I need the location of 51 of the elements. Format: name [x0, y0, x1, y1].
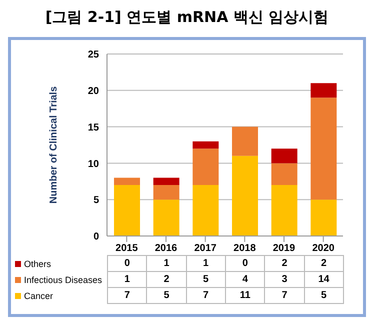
bar — [153, 200, 180, 236]
data-label: 0 — [108, 256, 147, 272]
x-tick-label: 2017 — [194, 243, 217, 254]
y-tick-label: 10 — [88, 158, 100, 170]
y-tick-label: 25 — [88, 50, 100, 61]
y-axis-title: Number of Clinical Trials — [48, 86, 60, 204]
bar — [232, 126, 258, 156]
x-tick-label: 2020 — [312, 243, 335, 254]
x-tick-label: 2016 — [154, 243, 178, 254]
bar — [192, 185, 219, 236]
x-tick-label: 2018 — [234, 243, 256, 254]
data-label: 0 — [225, 256, 265, 272]
y-tick-label: 0 — [93, 232, 100, 243]
data-label: 11 — [225, 288, 265, 304]
data-label: 1 — [108, 272, 147, 288]
y-tick-label: 5 — [93, 195, 100, 206]
bar — [271, 163, 298, 186]
data-label: 2 — [146, 272, 186, 288]
bar — [153, 178, 180, 186]
y-tick-label: 15 — [88, 122, 100, 134]
chart-title: [그림 2-1] 연도별 mRNA 백신 임상시험 — [44, 8, 330, 27]
data-label: 7 — [108, 288, 147, 304]
data-label: 5 — [304, 288, 344, 304]
data-label: 3 — [264, 272, 304, 288]
data-label: 7 — [264, 288, 304, 304]
bar — [271, 185, 298, 236]
bar — [192, 148, 219, 186]
bar — [114, 178, 140, 186]
bar — [153, 185, 180, 200]
data-label: 5 — [186, 272, 226, 288]
bar — [310, 98, 337, 200]
legend-label: Infectious Diseases — [23, 274, 104, 286]
bar — [310, 200, 337, 236]
y-tick-label: 20 — [88, 86, 100, 97]
data-label: 5 — [146, 288, 186, 304]
legend-label: Cancer — [23, 290, 54, 302]
bar — [271, 148, 298, 164]
bar — [310, 83, 337, 98]
x-tick-label: 2015 — [116, 243, 138, 254]
bar — [114, 185, 140, 236]
data-label: 4 — [225, 272, 265, 288]
data-label: 2 — [264, 256, 304, 272]
data-label: 1 — [186, 256, 226, 272]
data-label: 7 — [186, 288, 226, 304]
bar — [232, 156, 258, 236]
x-tick-label: 2019 — [272, 243, 296, 254]
data-label: 1 — [146, 256, 186, 272]
bar — [192, 141, 219, 149]
data-label: 2 — [304, 256, 344, 272]
data-label: 14 — [304, 272, 344, 288]
legend-label: Others — [23, 258, 52, 270]
